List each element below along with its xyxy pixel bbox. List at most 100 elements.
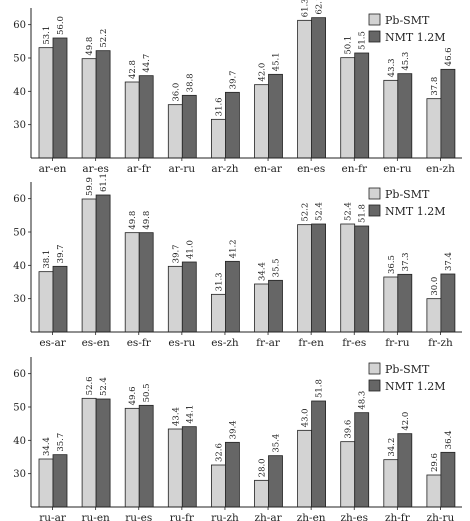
x-tick-label: en-ru xyxy=(383,163,412,175)
x-tick-label: ar-fr xyxy=(127,163,152,175)
data-label: 44.7 xyxy=(142,54,152,73)
data-label: 30.0 xyxy=(430,277,440,296)
bar-nmt-en-ar xyxy=(268,73,283,159)
data-label: 52.4 xyxy=(344,202,354,221)
bar-pb-smt-zh-ru xyxy=(426,474,442,508)
data-label: 28.0 xyxy=(257,458,267,477)
x-tick-label: en-es xyxy=(297,163,325,175)
x-tick-label: ar-zh xyxy=(211,163,238,175)
data-label: 38.8 xyxy=(185,73,195,92)
data-label: 35.5 xyxy=(271,258,281,277)
bar-pb-smt-zh-es xyxy=(340,441,356,508)
data-label: 49.8 xyxy=(142,211,152,230)
bar-pb-smt-fr-zh xyxy=(426,298,442,333)
data-label: 49.6 xyxy=(128,386,138,405)
data-label: 48.3 xyxy=(358,391,368,410)
data-label: 35.7 xyxy=(56,433,66,452)
data-label: 45.3 xyxy=(401,52,411,71)
bar-nmt-zh-es xyxy=(354,412,370,508)
bar-pb-smt-en-ru xyxy=(383,79,399,159)
data-label: 52.2 xyxy=(99,29,109,48)
x-tick-label: es-en xyxy=(82,337,110,349)
bar-nmt-ru-ar xyxy=(52,454,68,508)
bar-chart-1: 53.1 56.0 ar-en 49.8 52.2 ar-es 42.8 44.7 ar-fr 3… xyxy=(13,0,462,175)
bar-pb-smt-ar-zh xyxy=(210,118,226,159)
bar-pb-smt-fr-es xyxy=(340,223,356,333)
y-tick-label: 50 xyxy=(13,403,26,414)
x-tick-label: fr-es xyxy=(342,337,366,349)
legend-swatch-pb-smt xyxy=(368,13,381,26)
bar-nmt-ru-zh xyxy=(224,441,240,508)
legend-label: NMT 1.2M xyxy=(385,380,445,393)
data-label: 51.5 xyxy=(358,31,368,50)
data-label: 43.4 xyxy=(171,407,181,426)
data-label: 62.1 xyxy=(315,0,325,15)
data-label: 59.9 xyxy=(85,177,95,196)
data-label: 41.0 xyxy=(185,240,195,259)
data-label: 49.8 xyxy=(85,37,95,56)
bar-pb-smt-ar-en xyxy=(38,47,54,159)
data-label: 37.8 xyxy=(430,77,440,96)
bar-nmt-fr-ar xyxy=(268,279,283,333)
bar-pb-smt-ru-fr xyxy=(167,428,183,508)
data-label: 29.6 xyxy=(430,453,440,472)
data-label: 37.3 xyxy=(401,252,411,271)
x-tick-label: zh-es xyxy=(341,512,368,521)
x-tick-label: ru-es xyxy=(125,512,152,521)
bar-nmt-es-en xyxy=(95,194,111,333)
data-label: 53.1 xyxy=(42,26,52,45)
data-label: 39.7 xyxy=(228,70,238,89)
data-label: 36.4 xyxy=(444,430,454,449)
x-tick-label: ar-ru xyxy=(169,163,196,175)
bar-nmt-fr-zh xyxy=(440,273,456,333)
bar-nmt-es-fr xyxy=(138,232,154,333)
bar-pb-smt-ru-zh xyxy=(210,464,226,508)
legend-swatch-nmt xyxy=(368,204,381,217)
bar-pb-smt-en-fr xyxy=(340,57,356,159)
bar-pb-smt-zh-en xyxy=(297,429,313,508)
bar-pb-smt-es-zh xyxy=(210,293,226,333)
bar-nmt-en-ru xyxy=(397,73,413,159)
x-tick-label: es-ru xyxy=(168,337,195,349)
y-tick-label: 30 xyxy=(13,294,26,305)
data-label: 34.4 xyxy=(257,262,267,281)
data-label: 52.4 xyxy=(99,377,109,396)
y-tick-label: 60 xyxy=(13,369,26,380)
x-tick-label: zh-ru xyxy=(427,512,455,521)
legend-swatch-pb-smt xyxy=(368,362,381,375)
data-label: 37.4 xyxy=(444,252,454,271)
x-tick-label: fr-en xyxy=(298,337,324,349)
bar-pb-smt-es-ar xyxy=(38,271,54,333)
data-label: 43.3 xyxy=(387,58,397,77)
bar-pb-smt-en-es xyxy=(297,19,313,159)
data-label: 42.8 xyxy=(128,60,138,79)
y-tick-label: 40 xyxy=(13,261,26,272)
x-tick-label: en-ar xyxy=(254,163,283,175)
bar-pb-smt-zh-fr xyxy=(383,459,399,508)
x-tick-label: fr-ru xyxy=(385,337,409,349)
data-label: 43.0 xyxy=(301,408,311,427)
x-tick-label: zh-en xyxy=(297,512,326,521)
data-label: 38.1 xyxy=(42,250,52,269)
y-tick-label: 40 xyxy=(13,87,26,98)
y-tick-label: 30 xyxy=(13,120,26,131)
data-label: 36.5 xyxy=(387,255,397,274)
x-tick-label: ar-es xyxy=(82,163,108,175)
y-tick-label: 40 xyxy=(13,436,26,447)
data-label: 52.6 xyxy=(85,376,95,395)
bar-pb-smt-ar-fr xyxy=(124,81,140,159)
bar-nmt-zh-ru xyxy=(440,451,456,508)
x-tick-label: es-zh xyxy=(211,337,239,349)
data-label: 35.4 xyxy=(271,434,281,453)
bar-nmt-ru-es xyxy=(138,404,154,508)
bar-pb-smt-fr-ar xyxy=(254,283,269,333)
x-tick-label: zh-fr xyxy=(385,512,411,521)
data-label: 50.5 xyxy=(142,383,152,402)
bar-chart-2: 38.1 39.7 es-ar 59.9 61.1 es-en 49.8 49.8 es-fr 3… xyxy=(13,173,462,349)
bar-nmt-en-es xyxy=(311,17,327,159)
bar-pb-smt-fr-en xyxy=(297,224,313,333)
bar-nmt-fr-es xyxy=(354,225,370,333)
bar-pb-smt-en-zh xyxy=(426,98,442,159)
bar-nmt-zh-ar xyxy=(268,455,283,508)
x-tick-label: es-fr xyxy=(127,337,152,349)
